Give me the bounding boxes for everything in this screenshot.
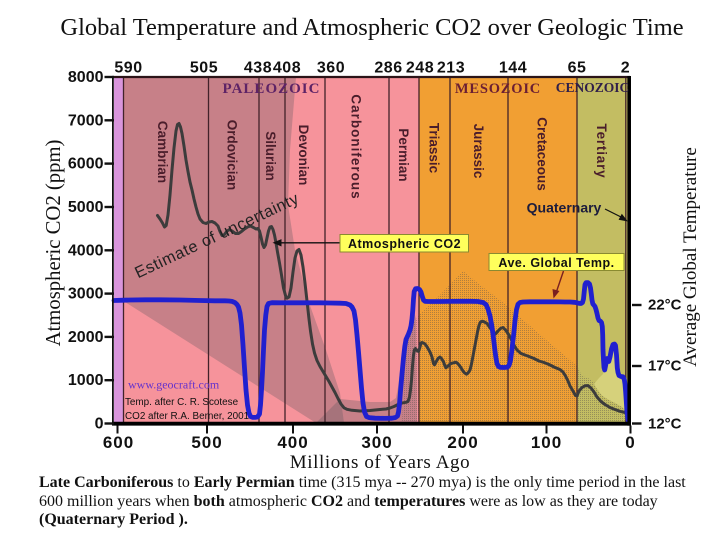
- svg-text:0: 0: [95, 416, 104, 433]
- svg-text:3000: 3000: [68, 286, 104, 303]
- svg-text:Atmospheric CO2: Atmospheric CO2: [348, 237, 461, 251]
- svg-text:MESOZOIC: MESOZOIC: [455, 81, 541, 97]
- svg-text:Ave. Global Temp.: Ave. Global Temp.: [498, 256, 614, 270]
- svg-text:5000: 5000: [68, 199, 104, 216]
- svg-text:Temp. after C. R. Scotese: Temp. after C. R. Scotese: [125, 397, 239, 408]
- svg-text:Cretaceous: Cretaceous: [535, 117, 550, 191]
- svg-text:Cambrian: Cambrian: [155, 121, 170, 183]
- svg-text:0: 0: [625, 433, 635, 452]
- svg-text:200: 200: [447, 433, 478, 452]
- svg-text:22°C: 22°C: [648, 297, 682, 314]
- svg-text:CO2 after R.A. Berner, 2001: CO2 after R.A. Berner, 2001: [125, 411, 250, 422]
- svg-text:600: 600: [103, 433, 134, 452]
- svg-text:12°C: 12°C: [648, 416, 682, 433]
- svg-text:Carboniferous: Carboniferous: [349, 94, 364, 199]
- svg-text:7000: 7000: [68, 112, 104, 129]
- svg-text:505: 505: [190, 60, 218, 77]
- svg-text:Average Global Temperature: Average Global Temperature: [680, 147, 701, 367]
- svg-text:4000: 4000: [68, 242, 104, 259]
- svg-text:Ordovician: Ordovician: [225, 120, 240, 191]
- svg-text:Tertiary: Tertiary: [594, 124, 609, 179]
- svg-text:CENOZOIC: CENOZOIC: [556, 80, 630, 95]
- svg-text:360: 360: [317, 60, 345, 77]
- svg-text:144: 144: [499, 60, 527, 77]
- svg-text:408: 408: [273, 60, 301, 77]
- svg-text:286: 286: [374, 60, 402, 77]
- svg-text:500: 500: [191, 433, 222, 452]
- svg-text:PALEOZOIC: PALEOZOIC: [223, 81, 321, 97]
- svg-text:400: 400: [277, 433, 308, 452]
- svg-text:Quaternary: Quaternary: [527, 200, 602, 216]
- svg-text:Permian: Permian: [396, 128, 411, 181]
- svg-text:2000: 2000: [68, 329, 104, 346]
- svg-text:590: 590: [114, 60, 142, 77]
- svg-text:Silurian: Silurian: [263, 131, 278, 181]
- svg-text:248: 248: [406, 60, 434, 77]
- svg-text:Jurassic: Jurassic: [471, 124, 486, 179]
- svg-text:6000: 6000: [68, 156, 104, 173]
- svg-text:Atmospheric CO2 (ppm): Atmospheric CO2 (ppm): [43, 140, 65, 347]
- svg-text:17°C: 17°C: [648, 358, 682, 375]
- svg-text:1000: 1000: [68, 372, 104, 389]
- svg-text:Devonian: Devonian: [296, 125, 311, 186]
- svg-text:2: 2: [621, 60, 630, 77]
- svg-text:Triassic: Triassic: [427, 123, 442, 174]
- svg-text:438: 438: [244, 60, 272, 77]
- svg-text:100: 100: [531, 433, 562, 452]
- svg-text:8000: 8000: [68, 69, 104, 86]
- svg-text:213: 213: [437, 60, 465, 77]
- svg-text:65: 65: [568, 60, 587, 77]
- svg-text:www.geocraft.com: www.geocraft.com: [128, 378, 220, 392]
- svg-text:Millions of Years Ago: Millions of Years Ago: [290, 452, 470, 473]
- svg-text:300: 300: [361, 433, 392, 452]
